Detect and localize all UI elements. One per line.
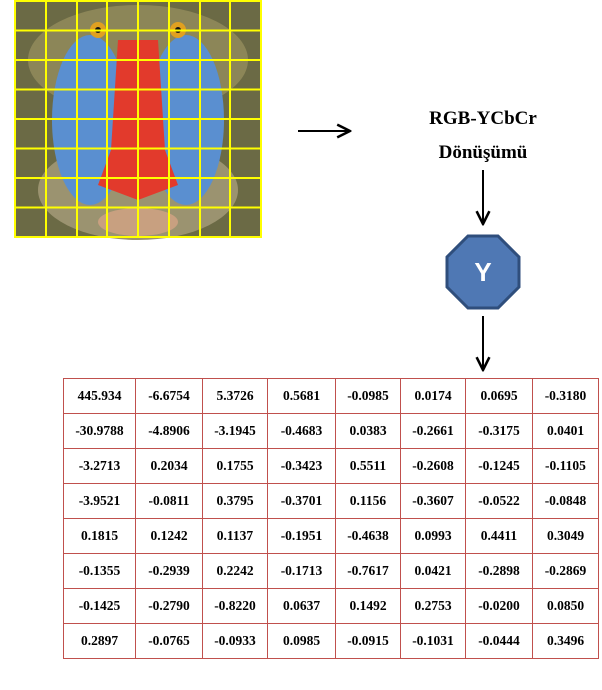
table-cell: 0.0174 [401, 379, 466, 414]
table-cell: -0.1713 [268, 554, 336, 589]
table-cell: -0.1951 [268, 519, 336, 554]
table-cell: 0.1156 [336, 484, 401, 519]
diagram: RGB-YCbCr Dönüşümü Y 445.934-6.67545.372… [0, 0, 602, 690]
table-cell: 0.0637 [268, 589, 336, 624]
table-cell: -0.7617 [336, 554, 401, 589]
table-cell: 0.2753 [401, 589, 466, 624]
table-cell: -3.2713 [64, 449, 136, 484]
table-cell: 0.1492 [336, 589, 401, 624]
table-cell: 0.2034 [136, 449, 203, 484]
table-cell: 0.3795 [203, 484, 268, 519]
table-cell: 0.1755 [203, 449, 268, 484]
table-cell: -0.3423 [268, 449, 336, 484]
table-cell: 0.0695 [466, 379, 533, 414]
table-cell: -0.1355 [64, 554, 136, 589]
table-cell: -0.4638 [336, 519, 401, 554]
table-cell: -0.2869 [533, 554, 599, 589]
table-cell: 0.1815 [64, 519, 136, 554]
table-cell: -0.0444 [466, 624, 533, 659]
table-cell: -0.8220 [203, 589, 268, 624]
table-cell: -0.2939 [136, 554, 203, 589]
table-cell: 0.4411 [466, 519, 533, 554]
table-cell: 0.0383 [336, 414, 401, 449]
table-cell: 445.934 [64, 379, 136, 414]
table-cell: 5.3726 [203, 379, 268, 414]
table-cell: -0.0522 [466, 484, 533, 519]
node-label: Y [474, 257, 491, 287]
table-cell: -0.0765 [136, 624, 203, 659]
table-cell: -0.3701 [268, 484, 336, 519]
table-cell: -0.1105 [533, 449, 599, 484]
table-cell: 0.0850 [533, 589, 599, 624]
table-cell: -0.1425 [64, 589, 136, 624]
table-cell: 0.5511 [336, 449, 401, 484]
table-cell: -30.9788 [64, 414, 136, 449]
table-cell: -0.0200 [466, 589, 533, 624]
table-cell: -0.0915 [336, 624, 401, 659]
table-cell: -0.1031 [401, 624, 466, 659]
table-cell: 0.0421 [401, 554, 466, 589]
table-cell: 0.0985 [268, 624, 336, 659]
table-cell: 0.2242 [203, 554, 268, 589]
table-cell: -0.1245 [466, 449, 533, 484]
table-cell: 0.0401 [533, 414, 599, 449]
table-cell: -0.4683 [268, 414, 336, 449]
conversion-label: Dönüşümü [439, 142, 528, 163]
table-cell: -0.2898 [466, 554, 533, 589]
table-cell: 0.0993 [401, 519, 466, 554]
table-cell: -0.3180 [533, 379, 599, 414]
table-cell: -3.9521 [64, 484, 136, 519]
table-cell: -3.1945 [203, 414, 268, 449]
table-cell: 0.5681 [268, 379, 336, 414]
table-cell: -0.2661 [401, 414, 466, 449]
table-cell: -0.0848 [533, 484, 599, 519]
conversion-label: RGB-YCbCr [429, 108, 537, 129]
table-cell: -0.3607 [401, 484, 466, 519]
table-cell: 0.3049 [533, 519, 599, 554]
table-cell: -0.0933 [203, 624, 268, 659]
table-cell: -0.0811 [136, 484, 203, 519]
table-cell: -0.0985 [336, 379, 401, 414]
table-cell: -0.3175 [466, 414, 533, 449]
table-cell: -6.6754 [136, 379, 203, 414]
table-cell: 0.1137 [203, 519, 268, 554]
table-cell: -4.8906 [136, 414, 203, 449]
table-cell: 0.3496 [533, 624, 599, 659]
table-cell: 0.1242 [136, 519, 203, 554]
table-cell: -0.2608 [401, 449, 466, 484]
table-cell: -0.2790 [136, 589, 203, 624]
table-cell: 0.2897 [64, 624, 136, 659]
